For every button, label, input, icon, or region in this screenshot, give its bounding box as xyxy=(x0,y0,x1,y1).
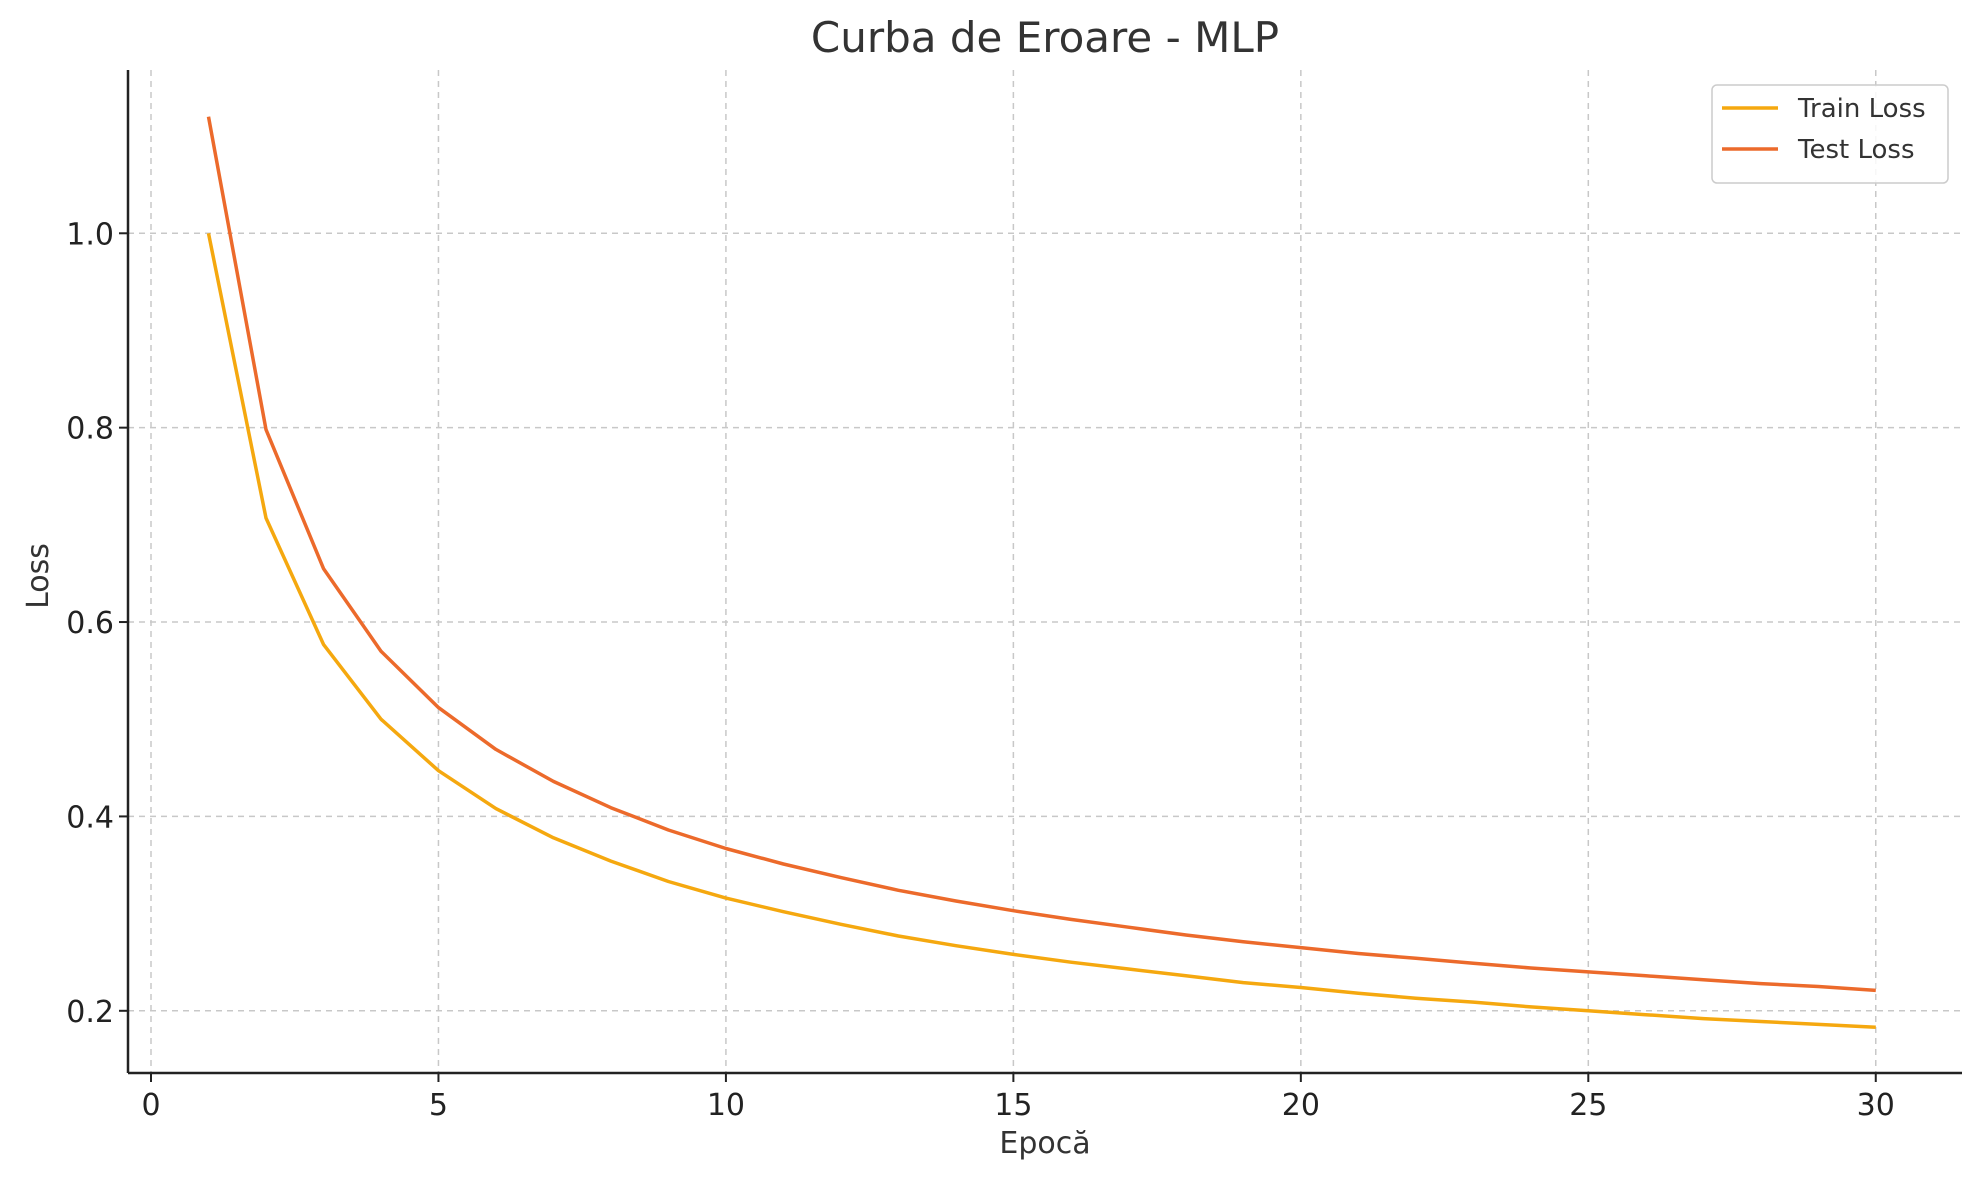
series-line-0 xyxy=(206,232,1876,1030)
x-tick-label: 15 xyxy=(994,1088,1032,1123)
legend: Train Loss Test Loss xyxy=(1711,84,1949,184)
y-tick-label: 0.4 xyxy=(66,800,114,835)
y-tick-label: 1.0 xyxy=(66,217,114,252)
legend-label: Train Loss xyxy=(1797,94,1926,124)
axes xyxy=(126,70,1962,1075)
x-tick-label: 5 xyxy=(429,1088,448,1123)
series-lines xyxy=(206,116,1876,1030)
chart-title: Curba de Eroare - MLP xyxy=(811,13,1279,62)
x-tick-label: 20 xyxy=(1282,1088,1320,1123)
y-tick-label: 0.6 xyxy=(66,606,114,641)
y-ticks: 0.2 0.4 0.6 0.8 1.0 xyxy=(66,217,128,1030)
x-tick-label: 10 xyxy=(707,1088,745,1123)
x-tick-label: 30 xyxy=(1857,1088,1895,1123)
y-tick-label: 0.2 xyxy=(66,995,114,1030)
grid-lines xyxy=(128,70,1962,1073)
x-tick-label: 25 xyxy=(1569,1088,1607,1123)
x-ticks: 0 5 10 15 20 25 30 xyxy=(141,1073,1895,1123)
x-axis-label: Epocă xyxy=(999,1126,1090,1161)
x-tick-label: 0 xyxy=(141,1088,160,1123)
series-line-1 xyxy=(206,116,1876,993)
y-tick-label: 0.8 xyxy=(66,412,114,447)
y-axis-label: Loss xyxy=(21,543,56,609)
legend-label: Test Loss xyxy=(1797,135,1915,165)
